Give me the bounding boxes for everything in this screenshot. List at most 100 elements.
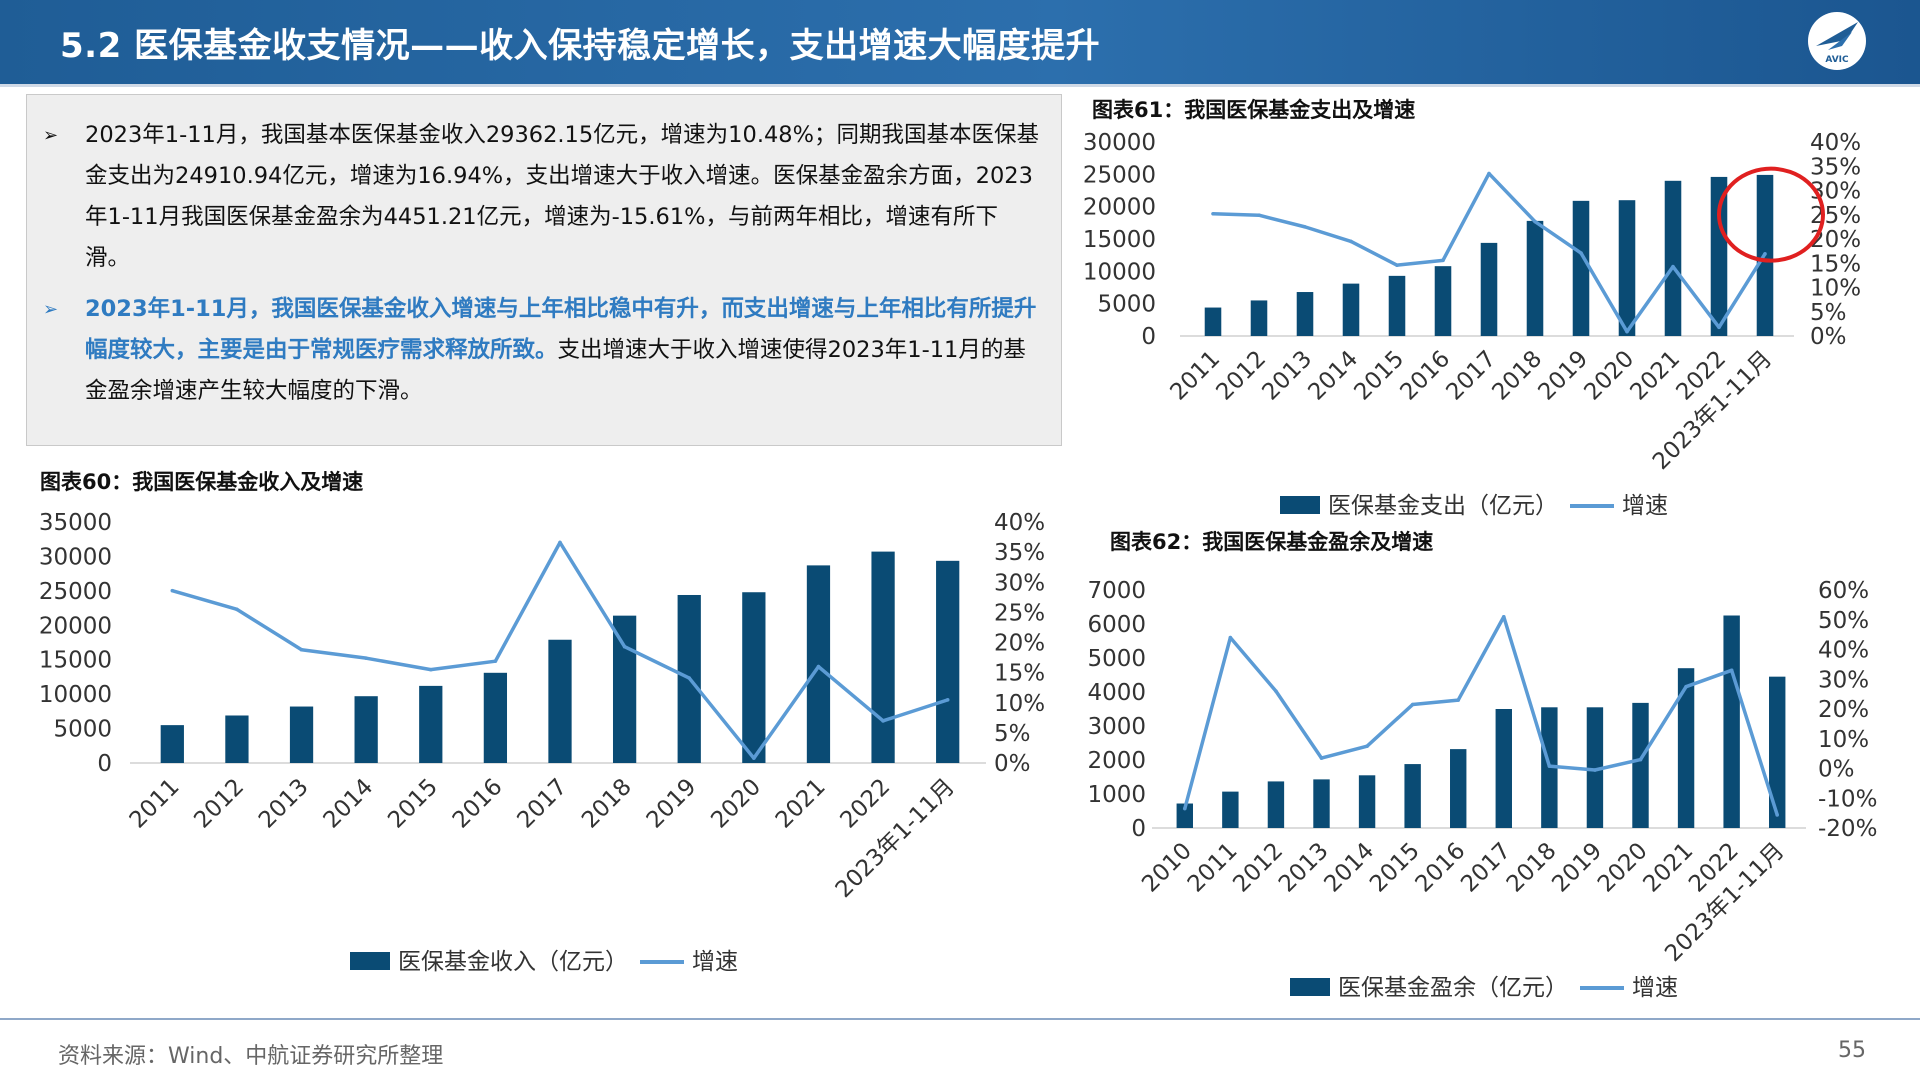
growth-point-2022 <box>1729 668 1734 673</box>
y-right-tick-label: 30% <box>994 570 1045 596</box>
y-left-tick-label: 10000 <box>39 682 112 708</box>
summary-bullet-2: ➢ 2023年1-11月，我国医保基金收入增速与上年相比稳中有升，而支出增速与上… <box>43 289 1043 412</box>
growth-point-2019 <box>687 676 692 680</box>
bullet-arrow-icon: ➢ <box>43 299 59 320</box>
summary-bullet-1: ➢ 2023年1-11月，我国基本医保基金收入29362.15亿元，增速为10.… <box>43 115 1043 279</box>
x-tick-label: 2014 <box>1320 838 1380 898</box>
x-tick-label: 2015 <box>1365 838 1425 898</box>
footer-divider <box>0 1018 1920 1020</box>
y-right-tick-label: 30% <box>1818 667 1869 693</box>
y-left-tick-label: 15000 <box>1083 227 1156 253</box>
y-right-tick-label: 60% <box>1818 578 1869 604</box>
x-tick-label: 2020 <box>1593 838 1653 898</box>
y-right-tick-label: 0% <box>994 751 1031 777</box>
y-right-tick-label: 40% <box>1810 130 1861 156</box>
y-left-tick-label: 30000 <box>1083 130 1156 156</box>
growth-point-2015 <box>428 667 433 672</box>
legend-line-label: 增速 <box>1622 493 1668 519</box>
bar-2012 <box>225 715 249 763</box>
y-right-tick-label: 10% <box>1810 276 1861 302</box>
legend-line-label: 增速 <box>692 949 738 975</box>
growth-point-2013 <box>1303 225 1307 229</box>
growth-point-2023年1-11月 <box>1763 252 1767 256</box>
y-right-tick-label: 25% <box>1810 203 1861 229</box>
growth-line <box>1183 615 1779 816</box>
page-number: 55 <box>1838 1038 1866 1063</box>
source-note: 资料来源：Wind、中航证券研究所整理 <box>58 1044 444 1069</box>
growth-point-2010 <box>1182 806 1187 811</box>
y-right-tick-label: 25% <box>994 600 1045 626</box>
growth-point-2017 <box>558 540 562 545</box>
y-right-tick-label: 40% <box>1818 638 1869 664</box>
y-left-tick-label: 7000 <box>1087 578 1146 604</box>
x-tick-label: 2016 <box>1411 838 1471 898</box>
y-right-tick-label: 10% <box>1818 727 1869 753</box>
legend-bar-label: 医保基金收入（亿元） <box>398 949 628 975</box>
y-left-tick-label: 20000 <box>1083 195 1156 221</box>
growth-point-2023年1-11月 <box>945 698 950 702</box>
y-right-tick-label: 10% <box>994 691 1045 717</box>
y-left-tick-label: 35000 <box>39 510 112 536</box>
bar-2021 <box>1664 180 1682 336</box>
header-divider <box>0 84 1920 87</box>
bar-2013 <box>1313 779 1330 828</box>
bar-2017 <box>1495 709 1512 828</box>
bar-2020 <box>742 592 766 763</box>
y-left-tick-label: 10000 <box>1083 259 1156 285</box>
y-left-tick-label: 5000 <box>1087 646 1146 672</box>
y-right-tick-label: 20% <box>994 631 1045 657</box>
growth-point-2014 <box>1365 744 1369 748</box>
y-right-tick-label: 35% <box>994 540 1045 566</box>
y-left-tick-label: 30000 <box>39 544 112 570</box>
y-right-tick-label: 5% <box>994 721 1031 747</box>
bullet-2-text: 2023年1-11月，我国医保基金收入增速与上年相比稳中有升，而支出增速与上年相… <box>85 289 1043 412</box>
y-left-tick-label: 5000 <box>1097 292 1156 318</box>
growth-point-2011 <box>170 588 175 593</box>
header-bar: 5.2 医保基金收支情况——收入保持稳定增长，支出增速大幅度提升 AVIC <box>0 0 1920 84</box>
y-right-tick-label: 15% <box>994 661 1045 687</box>
bar-2013 <box>289 706 314 763</box>
y-right-tick-label: 0% <box>1810 324 1847 350</box>
bullet-arrow-icon: ➢ <box>43 125 59 146</box>
growth-point-2014 <box>364 656 368 660</box>
bar-2016 <box>1434 266 1452 336</box>
growth-point-2013 <box>1319 756 1324 760</box>
bar-2011 <box>1222 791 1239 828</box>
y-left-tick-label: 0 <box>1141 324 1156 350</box>
y-right-tick-label: 5% <box>1810 300 1847 326</box>
growth-point-2022 <box>881 719 885 723</box>
bar-2021 <box>1677 668 1695 828</box>
growth-point-2012 <box>1274 689 1278 693</box>
growth-point-2013 <box>299 647 304 652</box>
growth-point-2015 <box>1410 702 1415 707</box>
y-left-tick-label: 25000 <box>1083 162 1156 188</box>
growth-point-2019 <box>1593 768 1597 772</box>
bar-2018 <box>612 615 637 763</box>
y-right-tick-label: 0% <box>1818 757 1855 783</box>
bar-2023年1-11月 <box>1769 676 1786 828</box>
y-left-tick-label: 4000 <box>1087 680 1146 706</box>
y-right-tick-label: -20% <box>1818 816 1877 842</box>
growth-point-2020 <box>752 756 756 760</box>
bar-2018 <box>1526 220 1544 336</box>
growth-point-2011 <box>1228 635 1233 640</box>
growth-point-2014 <box>1349 239 1353 244</box>
growth-point-2016 <box>493 659 498 663</box>
bar-2012 <box>1267 781 1285 828</box>
growth-point-2021 <box>1671 264 1675 269</box>
bar-2021 <box>806 565 831 763</box>
bullet-2-rest: 支出增速大于收入增速使得2023年1-11月的基金盈余增速产生较大幅度的下滑。 <box>85 337 1026 404</box>
growth-point-2021 <box>816 664 821 669</box>
bar-2017 <box>548 639 572 763</box>
chart62-title: 图表62：我国医保基金盈余及增速 <box>1110 530 1434 554</box>
bar-2022 <box>1710 176 1728 336</box>
growth-point-2021 <box>1684 684 1688 689</box>
x-tick-label: 2017 <box>1456 838 1516 898</box>
y-right-tick-label: 40% <box>994 510 1045 536</box>
logo-text: AVIC <box>1825 55 1849 65</box>
x-tick-label: 2021 <box>1639 838 1699 898</box>
growth-point-2018 <box>1547 764 1552 768</box>
y-left-tick-label: 25000 <box>39 579 112 605</box>
y-left-tick-label: 6000 <box>1087 612 1146 638</box>
